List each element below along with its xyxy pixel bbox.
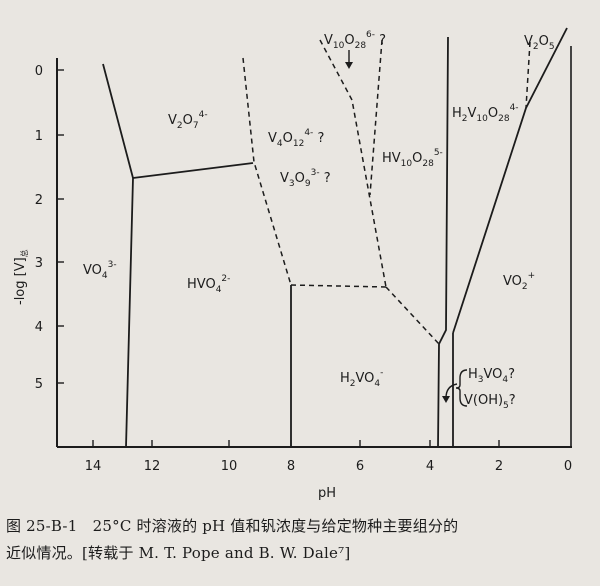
dashed-top-hvo4 [290,284,387,288]
h3vo4-brace-icon [455,369,468,407]
y-axis-label: -log [V]总 [13,249,29,305]
species-v2o7: V2O74- [168,110,208,131]
y-tick-label: 5 [35,377,43,392]
x-tick-label: 14 [85,459,102,474]
x-tick-labels: 14 12 10 8 6 4 2 0 [85,459,572,474]
species-h2vo4: H2VO4- [340,368,383,389]
species-v4o12: V4O124- ? [268,128,324,149]
dashed-v4o12-left [242,57,292,286]
dashed-v10o28-left [319,39,387,288]
dashed-v2o5-left [525,41,531,109]
x-tick-label: 6 [356,459,364,474]
x-tick-label: 4 [426,459,434,474]
y-tick-label: 3 [35,256,43,271]
species-v10o28: V10O286- ? [324,30,386,51]
species-h2v10o28: H2V10O284- [452,103,519,124]
x-axis-label: pH [318,486,336,501]
v10o28-arrow-icon [345,50,353,69]
figure-caption: 图 25-B-1 25°C 时溶液的 pH 值和钒浓度与给定物种主要组分的 近似… [6,513,596,567]
x-tick-label: 10 [221,459,238,474]
species-hv10o28: HV10O285- [382,148,443,169]
y-tick-label: 2 [35,193,43,208]
phase-diagram: 0 1 2 3 4 5 -log [V]总 14 12 10 8 6 4 2 0… [13,27,572,501]
y-tick-label: 0 [35,64,43,79]
boundary-v2o7-hvo4 [132,162,254,179]
species-voh5: V(OH)5? [464,393,516,411]
boundary-decavanadate-left [437,36,449,448]
species-hvo4: HVO42- [187,274,230,295]
solid-boundaries [102,27,568,448]
y-tick-label: 4 [35,320,43,335]
species-v2o5: V2O5 [524,34,555,52]
caption-line-2: 近似情况。[转载于 M. T. Pope and B. W. Dale⁷] [6,544,351,562]
boundary-vo4-v2o7 [102,63,134,448]
y-tick-label: 1 [35,129,43,144]
species-vo2: VO2+ [503,271,535,292]
x-tick-label: 0 [564,459,572,474]
caption-line-1: 图 25-B-1 25°C 时溶液的 pH 值和钒浓度与给定物种主要组分的 [6,517,459,535]
x-tick-label: 12 [144,459,161,474]
dashed-boundaries [242,39,531,345]
dashed-to-h2vo4 [385,286,440,345]
x-tick-label: 2 [495,459,503,474]
h3vo4-arrow-icon [442,383,458,403]
species-v3o9: V3O93- ? [280,168,331,189]
dashed-v10o28-right [369,39,383,196]
y-ticks [57,69,64,384]
diagram-svg: 0 1 2 3 4 5 -log [V]总 14 12 10 8 6 4 2 0… [13,27,572,501]
species-h3vo4: H3VO4? [468,367,515,385]
species-vo4: VO43- [83,260,117,281]
x-tick-label: 8 [287,459,295,474]
y-tick-labels: 0 1 2 3 4 5 [35,64,43,392]
